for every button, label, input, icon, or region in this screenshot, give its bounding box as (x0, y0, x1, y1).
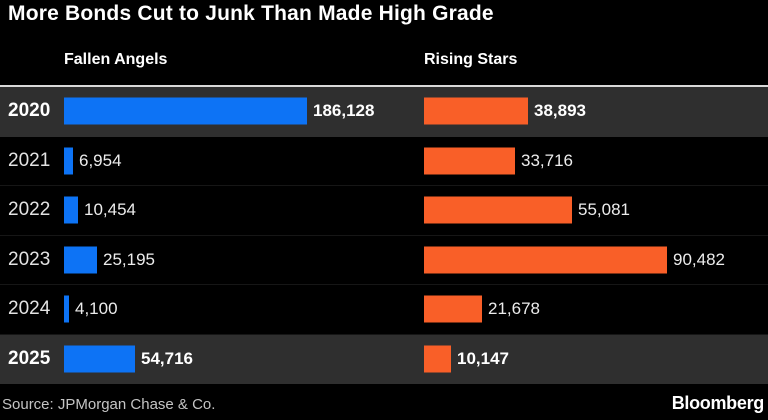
year-label: 2025 (8, 347, 51, 369)
rising-stars-value-label: 21,678 (488, 299, 540, 319)
header-divider-line (0, 85, 768, 87)
fallen-angels-bar (64, 295, 69, 323)
year-label: 2024 (8, 298, 51, 320)
column-header-rising-stars: Rising Stars (424, 51, 518, 68)
fallen-angels-bar (64, 246, 97, 274)
fallen-angels-value-label: 6,954 (79, 150, 122, 170)
year-label: 2020 (8, 100, 51, 122)
bloomberg-logo: Bloomberg (671, 393, 765, 413)
rising-stars-value-label: 38,893 (534, 101, 586, 121)
fallen-angels-value-label: 25,195 (103, 249, 155, 269)
chart-row-2023: 2023 25,195 90,482 (0, 235, 768, 285)
fallen-angels-bar (64, 345, 135, 373)
fallen-angels-value-label: 4,100 (75, 299, 118, 319)
column-header-fallen-angels: Fallen Angels (64, 51, 168, 68)
fallen-angels-value-label: 186,128 (313, 101, 375, 121)
rising-stars-value-label: 10,147 (457, 348, 509, 368)
rising-stars-bar (424, 147, 515, 175)
chart-title: More Bonds Cut to Junk Than Made High Gr… (8, 2, 494, 25)
fallen-angels-bar (64, 196, 78, 224)
rising-stars-bar (424, 196, 572, 224)
fallen-angels-bar (64, 147, 73, 175)
rising-stars-bar (424, 97, 528, 125)
rising-stars-bar (424, 345, 451, 373)
chart-row-2021: 2021 6,954 33,716 (0, 136, 768, 186)
rising-stars-value-label: 90,482 (673, 249, 725, 269)
rising-stars-value-label: 55,081 (578, 200, 630, 220)
fallen-angels-value-label: 54,716 (141, 348, 193, 368)
chart-row-2024: 2024 4,100 21,678 (0, 285, 768, 335)
year-label: 2022 (8, 199, 51, 221)
fallen-angels-bar (64, 97, 307, 125)
source-credit: Source: JPMorgan Chase & Co. (2, 396, 216, 413)
rising-stars-bar (424, 295, 482, 323)
fallen-angels-value-label: 10,454 (84, 200, 136, 220)
chart-row-2025: 2025 54,716 10,147 (0, 334, 768, 384)
bar-rows-container: 2020 186,128 38,893 2021 6,954 33,716 2022 10,4… (0, 87, 768, 384)
chart-row-2022: 2022 10,454 55,081 (0, 186, 768, 236)
rising-stars-value-label: 33,716 (521, 150, 573, 170)
chart-row-2020: 2020 186,128 38,893 (0, 87, 768, 137)
year-label: 2021 (8, 149, 51, 171)
rising-stars-bar (424, 246, 667, 274)
year-label: 2023 (8, 248, 51, 270)
